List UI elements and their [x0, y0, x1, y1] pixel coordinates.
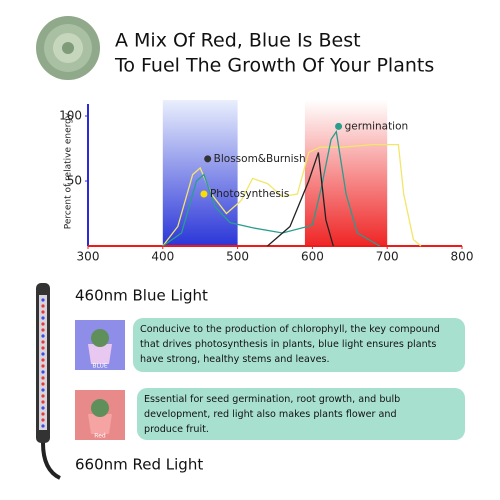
- led: [41, 316, 45, 320]
- card-box: [137, 388, 465, 440]
- chart: 50 100 300 400 500 600 700 800 Percent of relati…: [59, 100, 473, 264]
- plant: [91, 399, 109, 417]
- led: [41, 370, 45, 374]
- thumb-label: Red: [94, 433, 106, 440]
- card-text: Essential for seed germination, root gro…: [144, 394, 400, 405]
- card-box: [133, 318, 465, 372]
- card-text: that drives photosynthesis in plants, bl…: [140, 339, 436, 350]
- x-tick-label: 700: [376, 250, 399, 264]
- led: [41, 406, 45, 410]
- spectrum-curve: [162, 143, 422, 247]
- card-text: produce fruit.: [144, 424, 209, 435]
- led: [41, 358, 45, 362]
- annotation-label: Blossom&Burnish: [214, 153, 306, 165]
- y-tick-label: 100: [59, 109, 82, 123]
- card-heading: 660nm Red Light: [75, 456, 203, 474]
- card-text: Conducive to the production of chlorophy…: [140, 324, 440, 335]
- annotation-dot: [335, 122, 343, 130]
- led: [41, 382, 45, 386]
- title-line: To Fuel The Growth Of Your Plants: [114, 55, 434, 77]
- x-tick-label: 400: [151, 250, 174, 264]
- x-tick-label: 600: [301, 250, 324, 264]
- pot: [88, 414, 112, 434]
- annotation-dot: [204, 155, 212, 163]
- y-tick-label: 50: [67, 174, 82, 188]
- led: [41, 334, 45, 338]
- card-text: development, red light also makes plants…: [144, 409, 397, 420]
- led: [41, 418, 45, 422]
- cards: 460nm Blue Light BLUE Conducive to the pro…: [75, 287, 465, 474]
- succulent-icon: [36, 16, 100, 80]
- spectrum-band: [304, 100, 388, 246]
- spectrum-band: [162, 100, 238, 246]
- led: [41, 388, 45, 392]
- thumb-label: BLUE: [92, 363, 108, 370]
- led: [41, 352, 45, 356]
- pot: [88, 344, 112, 364]
- led: [41, 310, 45, 314]
- annotation-dot: [200, 190, 208, 198]
- spectrum-curve: [267, 152, 334, 247]
- led: [41, 412, 45, 416]
- lamp: [36, 283, 61, 480]
- led: [41, 340, 45, 344]
- led: [41, 424, 45, 428]
- plant: [91, 329, 109, 347]
- title-line: A Mix Of Red, Blue Is Best: [115, 30, 361, 52]
- card-text: have strong, healthy stems and leaves.: [140, 354, 330, 365]
- led: [41, 364, 45, 368]
- led: [41, 394, 45, 398]
- led: [41, 346, 45, 350]
- x-tick-label: 800: [451, 250, 474, 264]
- led: [41, 322, 45, 326]
- y-axis-label: Percent of relative energy: [64, 112, 74, 229]
- annotation-label: germination: [345, 120, 409, 132]
- x-tick-label: 300: [77, 250, 100, 264]
- annotation-label: Photosynthesis: [210, 188, 289, 200]
- led: [41, 304, 45, 308]
- led: [41, 400, 45, 404]
- led: [41, 376, 45, 380]
- led: [41, 328, 45, 332]
- led: [41, 298, 45, 302]
- card-heading: 460nm Blue Light: [75, 287, 208, 305]
- x-tick-label: 500: [226, 250, 249, 264]
- lamp-leds: [41, 298, 45, 428]
